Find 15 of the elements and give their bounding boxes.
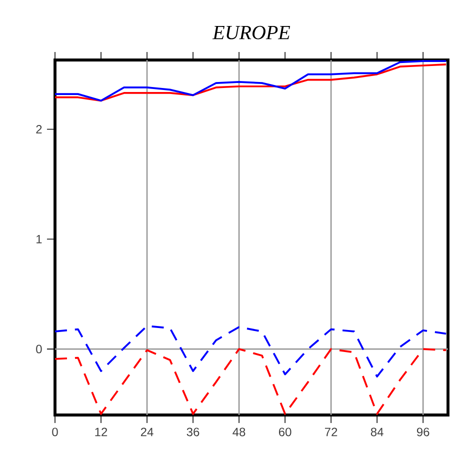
x-tick-label: 24 — [140, 428, 154, 436]
x-tick-label: 84 — [370, 428, 384, 436]
y-tick-label: 2 — [36, 125, 42, 134]
x-tick-label: 60 — [278, 428, 292, 436]
x-tick-label: 36 — [186, 428, 200, 436]
x-tick-label: 96 — [416, 428, 430, 436]
y-tick-label: 0 — [36, 344, 42, 354]
x-tick-label: 48 — [232, 428, 246, 436]
x-tick-label: 12 — [95, 428, 108, 436]
line-series — [54, 348, 448, 415]
line-series — [54, 325, 448, 378]
x-tick-label: 0 — [52, 428, 58, 436]
chart-title: EUROPE — [212, 26, 290, 40]
x-tick-label: 72 — [324, 428, 338, 436]
y-tick-label: 1 — [36, 235, 42, 244]
